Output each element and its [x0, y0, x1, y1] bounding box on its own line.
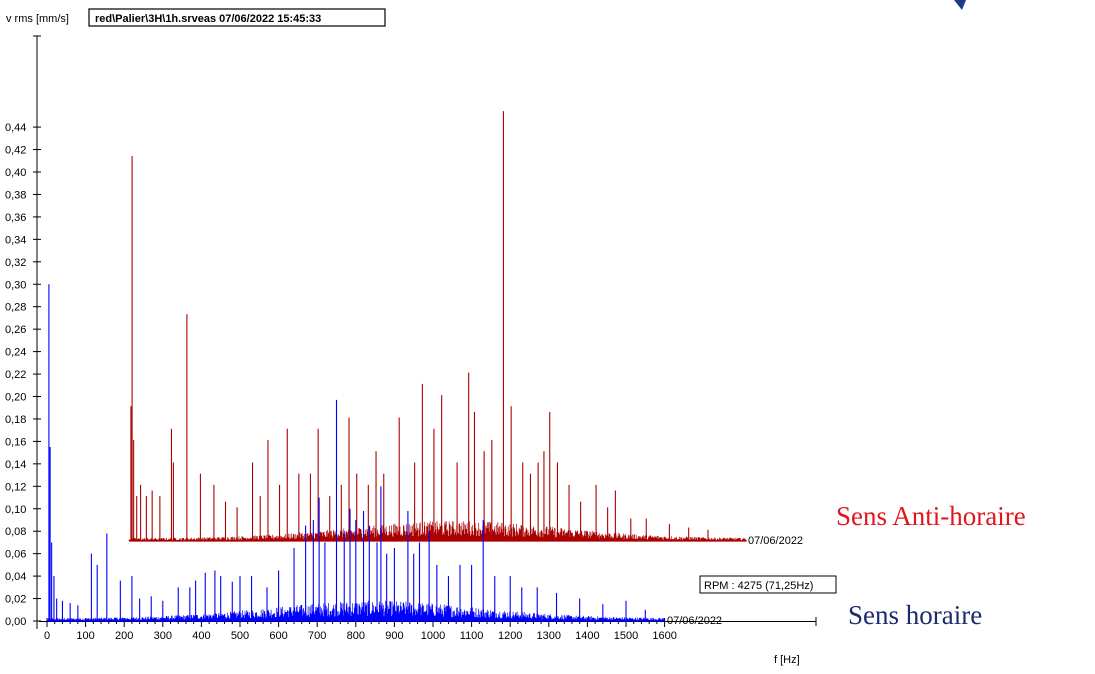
x-tick-label: 300	[154, 630, 172, 642]
y-tick-label: 0,44	[5, 122, 26, 134]
y-tick-label: 0,36	[5, 212, 26, 224]
y-tick-label: 0,38	[5, 189, 26, 201]
x-tick-label: 1400	[575, 630, 599, 642]
x-tick-label: 1200	[498, 630, 522, 642]
label-sens-horaire: Sens horaire	[848, 600, 982, 630]
y-tick-label: 0,18	[5, 414, 26, 426]
y-tick-label: 0,42	[5, 145, 26, 157]
y-tick-label: 0,20	[5, 392, 26, 404]
y-tick-label: 0,22	[5, 369, 26, 381]
x-tick-label: 1500	[614, 630, 638, 642]
x-tick-label: 0	[44, 630, 50, 642]
y-tick-label: 0,32	[5, 257, 26, 269]
date-label-horaire: 07/06/2022	[667, 615, 722, 627]
y-tick-label: 0,26	[5, 324, 26, 336]
x-tick-label: 1300	[537, 630, 561, 642]
y-tick-label: 0,30	[5, 279, 26, 291]
x-tick-label: 1000	[421, 630, 445, 642]
y-tick-label: 0,28	[5, 302, 26, 314]
y-tick-label: 0,34	[5, 234, 26, 246]
label-sens-anti-horaire: Sens Anti-horaire	[836, 501, 1026, 531]
x-tick-label: 100	[76, 630, 94, 642]
x-tick-label: 800	[347, 630, 365, 642]
y-tick-label: 0,04	[5, 571, 26, 583]
x-tick-label: 200	[115, 630, 133, 642]
series-anti-horaire	[128, 111, 747, 542]
y-tick-label: 0,12	[5, 481, 26, 493]
anti-horaire-noise-floor	[128, 521, 747, 541]
logo-fragment-icon	[954, 0, 966, 10]
y-tick-label: 0,14	[5, 459, 26, 471]
date-label-anti-horaire: 07/06/2022	[748, 535, 803, 547]
y-tick-label: 0,16	[5, 436, 26, 448]
y-axis-title: v rms [mm/s]	[6, 13, 69, 25]
x-tick-label: 600	[269, 630, 287, 642]
y-tick-label: 0,00	[5, 616, 26, 628]
y-tick-label: 0,06	[5, 549, 26, 561]
x-tick-label: 400	[192, 630, 210, 642]
rpm-box	[699, 575, 837, 594]
x-tick-label: 900	[385, 630, 403, 642]
x-tick-label: 1600	[652, 630, 676, 642]
y-ticks: 0,00 0,02 0,04 0,06 0,08 0,10 0,12 0,14 0,16 0,18…	[5, 122, 41, 628]
y-tick-label: 0,40	[5, 167, 26, 179]
file-label-box	[88, 8, 386, 27]
y-tick-label: 0,24	[5, 347, 26, 359]
y-tick-label: 0,10	[5, 504, 26, 516]
x-tick-label: 700	[308, 630, 326, 642]
y-tick-label: 0,02	[5, 594, 26, 606]
file-label: red\Palier\3H\1h.srveas 07/06/2022 15:45…	[95, 13, 321, 25]
x-tick-label: 1100	[460, 630, 484, 642]
x-tick-label: 500	[231, 630, 249, 642]
series-horaire	[46, 284, 665, 622]
x-axis-title: f [Hz]	[774, 654, 800, 666]
horaire-noise-floor	[46, 600, 665, 621]
y-tick-label: 0,08	[5, 526, 26, 538]
rpm-label: RPM : 4275 (71,25Hz)	[704, 580, 813, 592]
